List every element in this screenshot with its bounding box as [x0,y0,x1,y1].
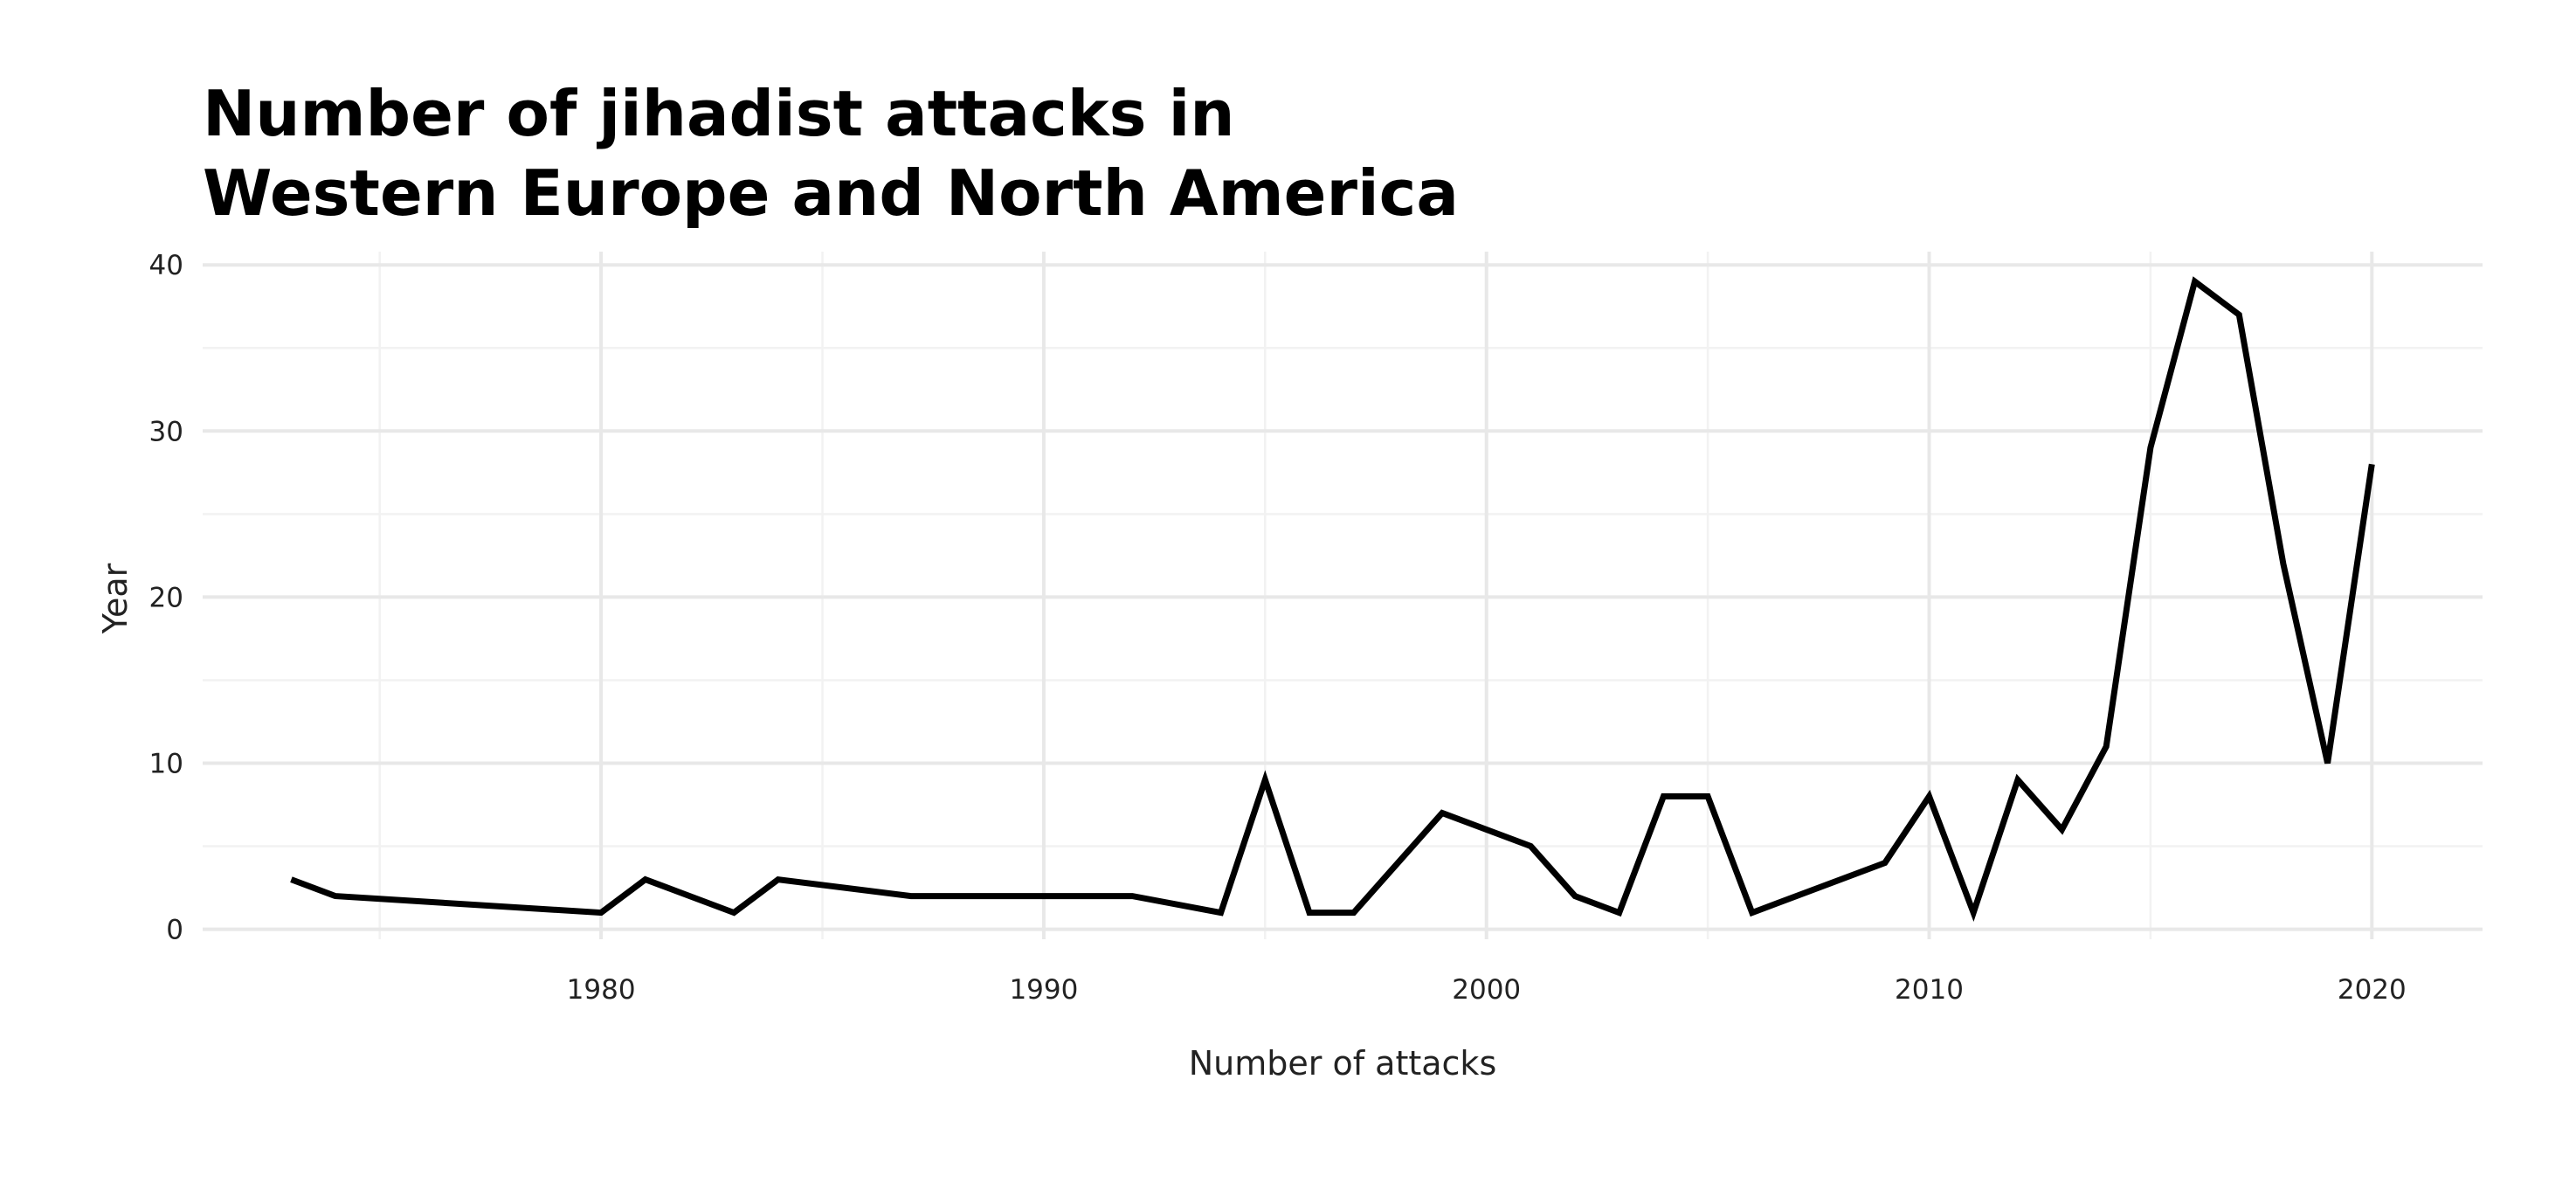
y-tick-label: 40 [149,250,183,281]
x-tick-label: 1980 [567,974,636,1006]
y-tick-label: 0 [166,915,183,946]
series-line [290,276,2375,923]
x-tick-label: 2010 [1895,974,1964,1006]
tick-labels: 1980 1990 2000 2010 2020 0 10 20 30 40 [149,250,2407,1006]
grid [203,252,2483,939]
x-tick-label: 1990 [1009,974,1078,1006]
y-tick-label: 30 [149,416,183,447]
y-axis-title: Year [96,563,135,634]
y-tick-label: 10 [149,748,183,779]
chart-title-line-2: Western Europe and North America [203,156,1459,230]
x-axis-title: Number of attacks [1189,1044,1497,1083]
y-tick-label: 20 [149,582,183,613]
series-layer [290,276,2375,923]
x-tick-label: 2020 [2338,974,2407,1006]
x-tick-label: 2000 [1452,974,1521,1006]
chart-title-line-1: Number of jihadist attacks in [203,77,1235,150]
